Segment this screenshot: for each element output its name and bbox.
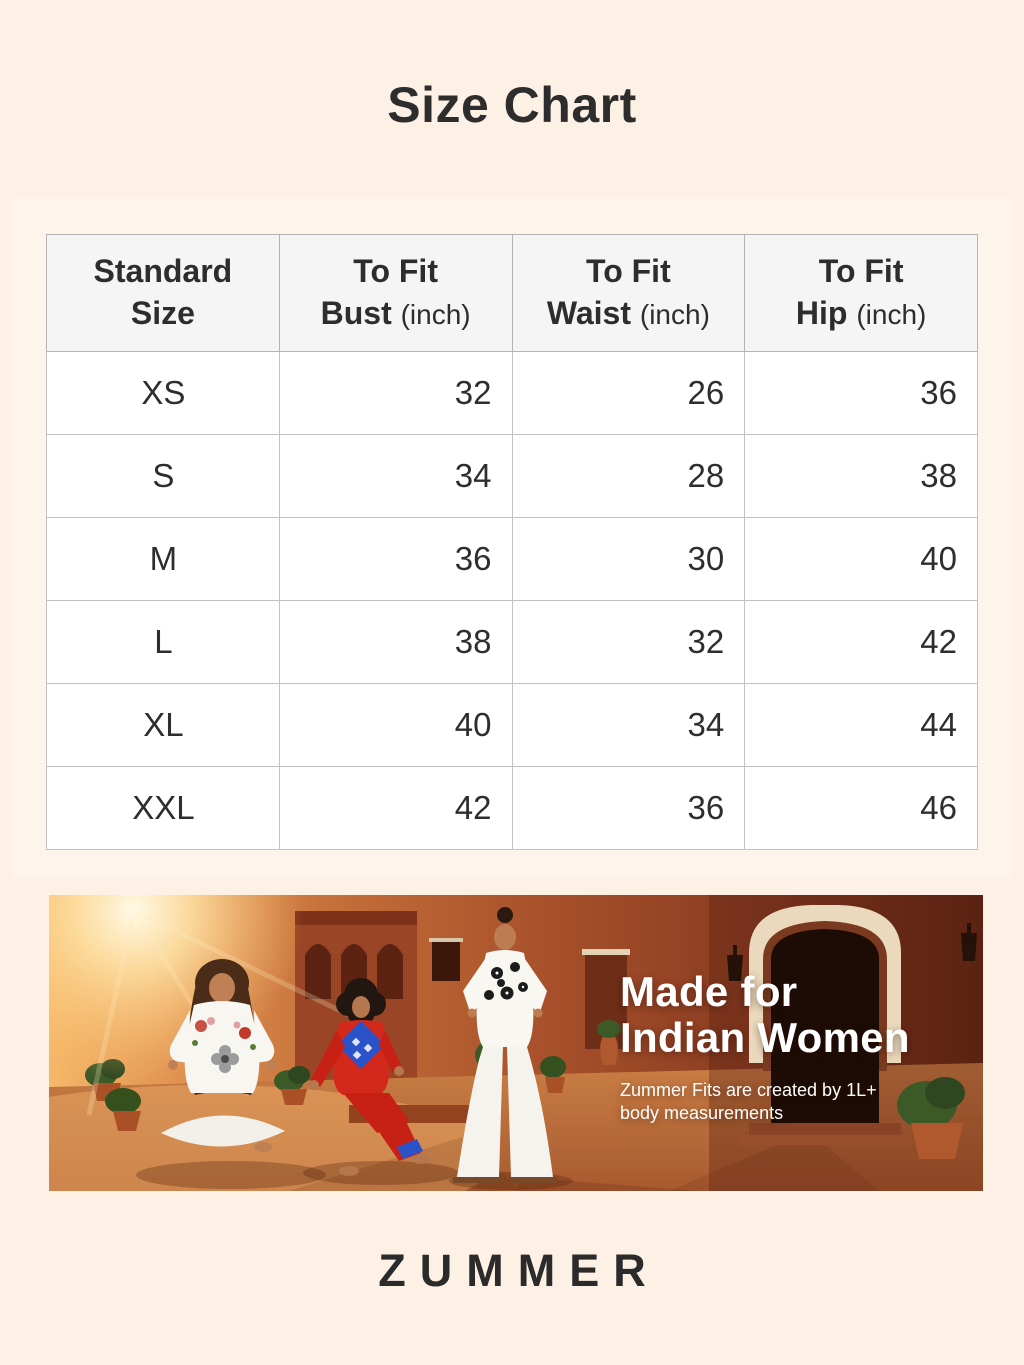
bust-cell: 32 [278, 351, 513, 435]
table-row: S 34 28 38 [46, 434, 978, 518]
banner-headline-line1: Made for [620, 968, 798, 1015]
brand-logo: ZUMMER [378, 1245, 660, 1296]
size-cell: L [46, 600, 280, 684]
header-line1: To Fit [353, 253, 438, 289]
header-line1: Standard [93, 253, 233, 289]
seated-woman-red-outfit [303, 978, 499, 1185]
hip-cell: 38 [744, 434, 978, 518]
header-line2: Waist (inch) [546, 295, 710, 331]
header-line2: Bust (inch) [320, 295, 471, 331]
header-cell-waist: To Fit Waist (inch) [511, 234, 746, 352]
hip-cell: 40 [744, 517, 978, 601]
header-cell-standard-size: Standard Size [46, 234, 280, 352]
arched-doorway [709, 895, 983, 1191]
promo-banner: Made for Indian Women Zummer Fits are cr… [49, 895, 983, 1191]
bust-cell: 38 [278, 600, 513, 684]
banner-subtext-line2: body measurements [620, 1103, 784, 1123]
hip-cell: 42 [744, 600, 978, 684]
page-title: Size Chart [387, 77, 637, 133]
header-line1: To Fit [818, 253, 904, 289]
waist-cell: 26 [511, 351, 746, 435]
header-line1: To Fit [586, 253, 671, 289]
size-chart-table: Standard Size To Fit Bust (inch) To Fit … [46, 234, 978, 850]
hip-cell: 46 [744, 766, 978, 850]
hip-cell: 44 [744, 683, 978, 767]
standing-woman-white-outfit [449, 907, 699, 1191]
waist-cell: 34 [511, 683, 746, 767]
header-row: Standard Size To Fit Bust (inch) To Fit … [46, 234, 978, 352]
bust-cell: 40 [278, 683, 513, 767]
bust-cell: 42 [278, 766, 513, 850]
table-row: L 38 32 42 [46, 600, 978, 684]
hip-cell: 36 [744, 351, 978, 435]
size-cell: S [46, 434, 280, 518]
size-cell: XXL [46, 766, 280, 850]
banner-text-block: Made for Indian Women Zummer Fits are cr… [620, 969, 910, 1125]
lantern-icon [727, 923, 977, 981]
waist-cell: 36 [511, 766, 746, 850]
header-cell-hip: To Fit Hip (inch) [744, 234, 978, 352]
waist-cell: 28 [511, 434, 746, 518]
waist-cell: 32 [511, 600, 746, 684]
size-cell: M [46, 517, 280, 601]
table-row: XL 40 34 44 [46, 683, 978, 767]
size-cell: XL [46, 683, 280, 767]
waist-cell: 30 [511, 517, 746, 601]
banner-subtext-line1: Zummer Fits are created by 1L+ [620, 1080, 877, 1100]
table-panel: Standard Size To Fit Bust (inch) To Fit … [12, 198, 1012, 878]
table-row: M 36 30 40 [46, 517, 978, 601]
size-cell: XS [46, 351, 280, 435]
table-row: XXL 42 36 46 [46, 766, 978, 850]
header-line2: Hip (inch) [795, 295, 927, 331]
banner-headline-line2: Indian Women [620, 1014, 910, 1061]
seated-woman-white-outfit [136, 959, 326, 1189]
banner-photo [49, 895, 983, 1191]
header-cell-bust: To Fit Bust (inch) [278, 234, 513, 352]
bust-cell: 34 [278, 434, 513, 518]
bust-cell: 36 [278, 517, 513, 601]
table-row: XS 32 26 36 [46, 351, 978, 435]
header-line2: Size [130, 295, 195, 331]
